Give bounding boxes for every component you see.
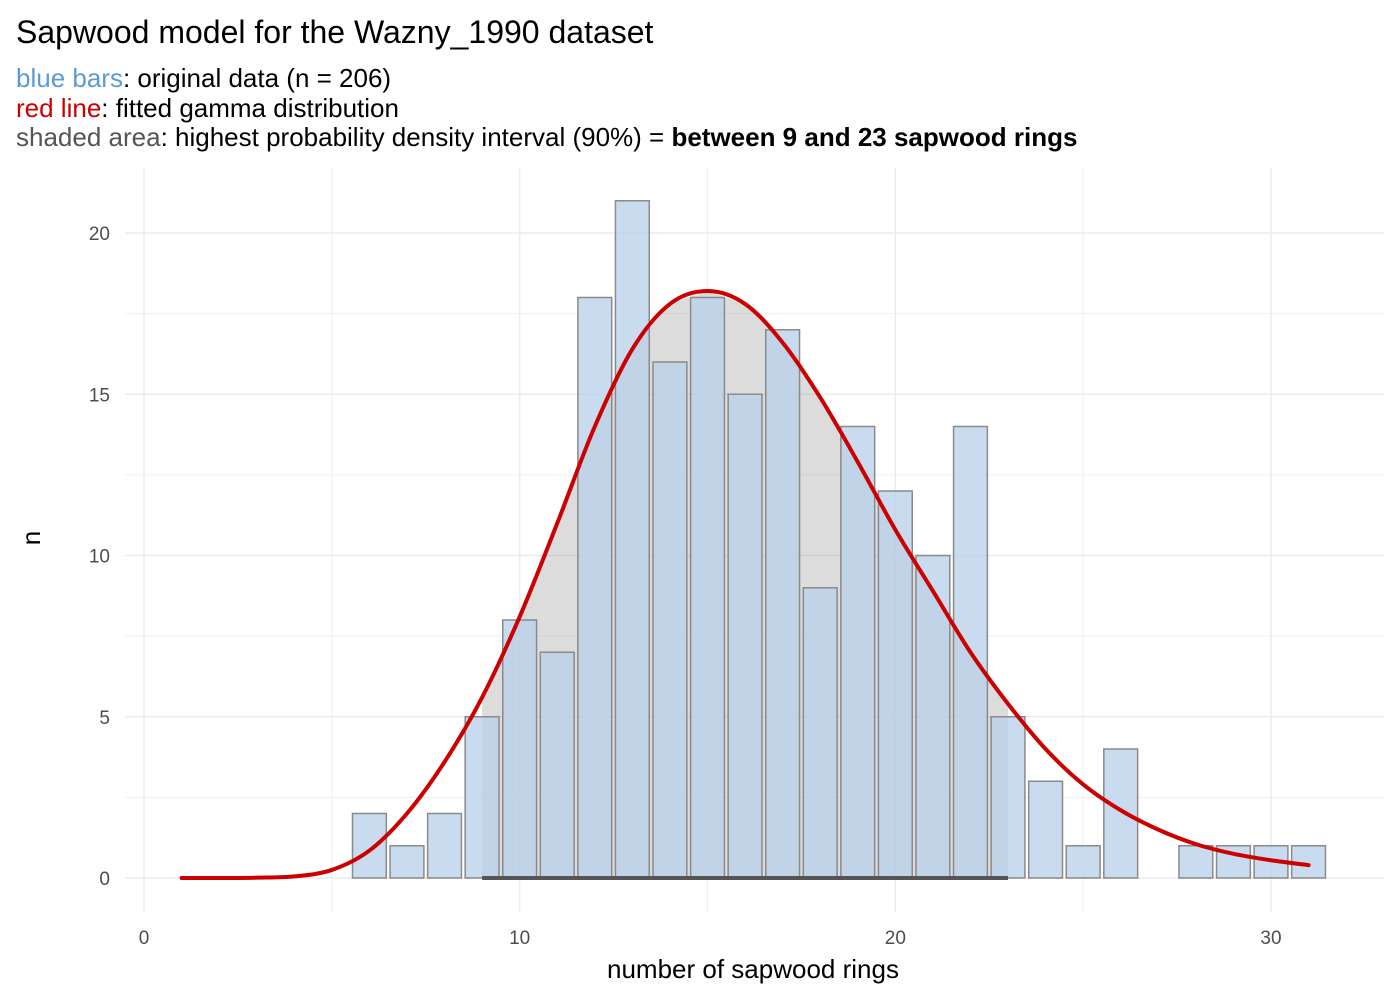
y-axis-title: n bbox=[16, 531, 46, 545]
bar bbox=[1103, 748, 1139, 879]
subtitle-hpd-result: between 9 and 23 sapwood rings bbox=[671, 122, 1078, 152]
subtitle-line-curve: red line: fitted gamma distribution bbox=[16, 93, 399, 123]
bar-series bbox=[351, 200, 1327, 879]
subtitle-key-shade: shaded area bbox=[16, 122, 161, 152]
bar bbox=[689, 296, 726, 879]
gamma-curve bbox=[179, 289, 1311, 881]
y-tick-label: 20 bbox=[89, 224, 110, 245]
y-tick-label: 15 bbox=[89, 385, 110, 406]
y-tick-label: 10 bbox=[89, 547, 110, 568]
bar bbox=[1178, 845, 1214, 879]
bar bbox=[840, 425, 876, 879]
x-tick-label: 10 bbox=[509, 928, 530, 949]
x-tick-labels: 0 10 20 30 bbox=[139, 928, 1282, 949]
bar bbox=[614, 200, 651, 879]
bar bbox=[652, 361, 688, 879]
bar bbox=[802, 587, 838, 879]
bar bbox=[764, 329, 801, 879]
bar bbox=[389, 845, 425, 879]
subtitle-text-shade: : highest probability density interval (… bbox=[160, 122, 672, 152]
chart-title: Sapwood model for the Wazny_1990 dataset bbox=[16, 14, 654, 50]
bar bbox=[577, 296, 613, 879]
bar bbox=[877, 490, 913, 879]
y-tick-labels: 0 5 10 15 20 bbox=[89, 224, 110, 890]
subtitle-text-bars: : original data (n = 206) bbox=[122, 63, 392, 93]
x-tick-label: 20 bbox=[885, 928, 906, 949]
bar bbox=[915, 554, 951, 879]
subtitle-line-shade: shaded area: highest probability density… bbox=[16, 122, 1077, 152]
gamma-curve-group bbox=[179, 289, 1311, 881]
y-tick-label: 0 bbox=[99, 869, 110, 890]
x-axis-title: number of sapwood rings bbox=[607, 954, 899, 984]
subtitle-text-curve: : fitted gamma distribution bbox=[101, 93, 399, 123]
bar bbox=[502, 619, 538, 879]
bar bbox=[1027, 780, 1064, 879]
bar bbox=[990, 716, 1026, 879]
x-tick-label: 30 bbox=[1260, 928, 1281, 949]
bar bbox=[464, 716, 500, 879]
bar bbox=[426, 812, 463, 879]
subtitle-key-curve: red line bbox=[16, 93, 102, 123]
y-tick-label: 5 bbox=[99, 708, 110, 729]
bar bbox=[539, 651, 575, 879]
subtitle-line-bars: blue bars: original data (n = 206) bbox=[16, 63, 391, 93]
bar bbox=[351, 812, 388, 879]
bar bbox=[727, 393, 763, 879]
bar bbox=[1065, 845, 1101, 879]
subtitle-key-bars: blue bars bbox=[16, 63, 123, 93]
x-tick-label: 0 bbox=[139, 928, 150, 949]
